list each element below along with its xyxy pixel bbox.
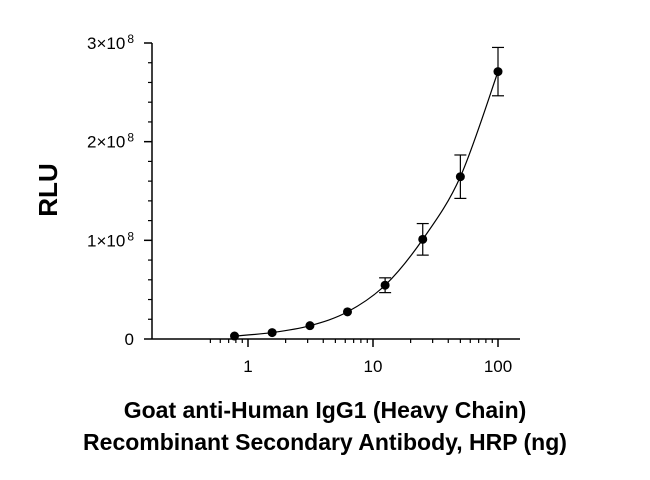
data-point	[418, 234, 428, 244]
x-axis-label-line1: Goat anti-Human IgG1 (Heavy Chain)	[124, 397, 527, 423]
y-tick-label: 3×10 8	[87, 32, 134, 53]
data-point	[342, 307, 352, 317]
x-tick-label: 100	[484, 357, 512, 376]
data-point	[380, 280, 390, 290]
y-axis-label: RLU	[33, 163, 63, 216]
data-point	[305, 321, 315, 331]
data-point	[267, 328, 277, 338]
data-point	[493, 67, 503, 77]
x-tick-label: 1	[243, 357, 252, 376]
y-tick-label: 2×10 8	[87, 131, 134, 152]
x-axis-label-line2: Recombinant Secondary Antibody, HRP (ng)	[83, 429, 567, 455]
data-point	[230, 331, 240, 341]
data-point	[455, 172, 465, 182]
data-series	[230, 46, 504, 341]
fit-curve	[234, 71, 499, 337]
axes	[151, 43, 520, 340]
y-tick-label: 1×10 8	[87, 229, 134, 250]
y-tick-label: 0	[125, 330, 134, 349]
x-tick-label: 10	[364, 357, 383, 376]
ticks: 0 1×10 8 2×10 8 3×10 8 1 10 100	[87, 32, 512, 376]
